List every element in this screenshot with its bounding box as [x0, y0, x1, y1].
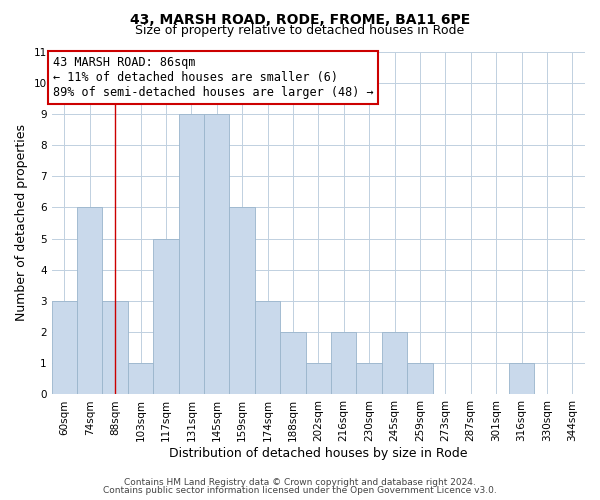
Y-axis label: Number of detached properties: Number of detached properties	[15, 124, 28, 322]
Bar	[229, 208, 255, 394]
Text: 43, MARSH ROAD, RODE, FROME, BA11 6PE: 43, MARSH ROAD, RODE, FROME, BA11 6PE	[130, 12, 470, 26]
Text: 43 MARSH ROAD: 86sqm
← 11% of detached houses are smaller (6)
89% of semi-detach: 43 MARSH ROAD: 86sqm ← 11% of detached h…	[53, 56, 374, 99]
Bar	[204, 114, 229, 394]
Text: Contains public sector information licensed under the Open Government Licence v3: Contains public sector information licen…	[103, 486, 497, 495]
Bar	[305, 364, 331, 394]
Bar	[153, 238, 179, 394]
Bar	[128, 364, 153, 394]
Bar	[382, 332, 407, 394]
X-axis label: Distribution of detached houses by size in Rode: Distribution of detached houses by size …	[169, 447, 467, 460]
Bar	[52, 301, 77, 394]
Bar	[77, 208, 103, 394]
Text: Contains HM Land Registry data © Crown copyright and database right 2024.: Contains HM Land Registry data © Crown c…	[124, 478, 476, 487]
Text: Size of property relative to detached houses in Rode: Size of property relative to detached ho…	[136, 24, 464, 37]
Bar	[331, 332, 356, 394]
Bar	[356, 364, 382, 394]
Bar	[179, 114, 204, 394]
Bar	[280, 332, 305, 394]
Bar	[103, 301, 128, 394]
Bar	[509, 364, 534, 394]
Bar	[407, 364, 433, 394]
Bar	[255, 301, 280, 394]
